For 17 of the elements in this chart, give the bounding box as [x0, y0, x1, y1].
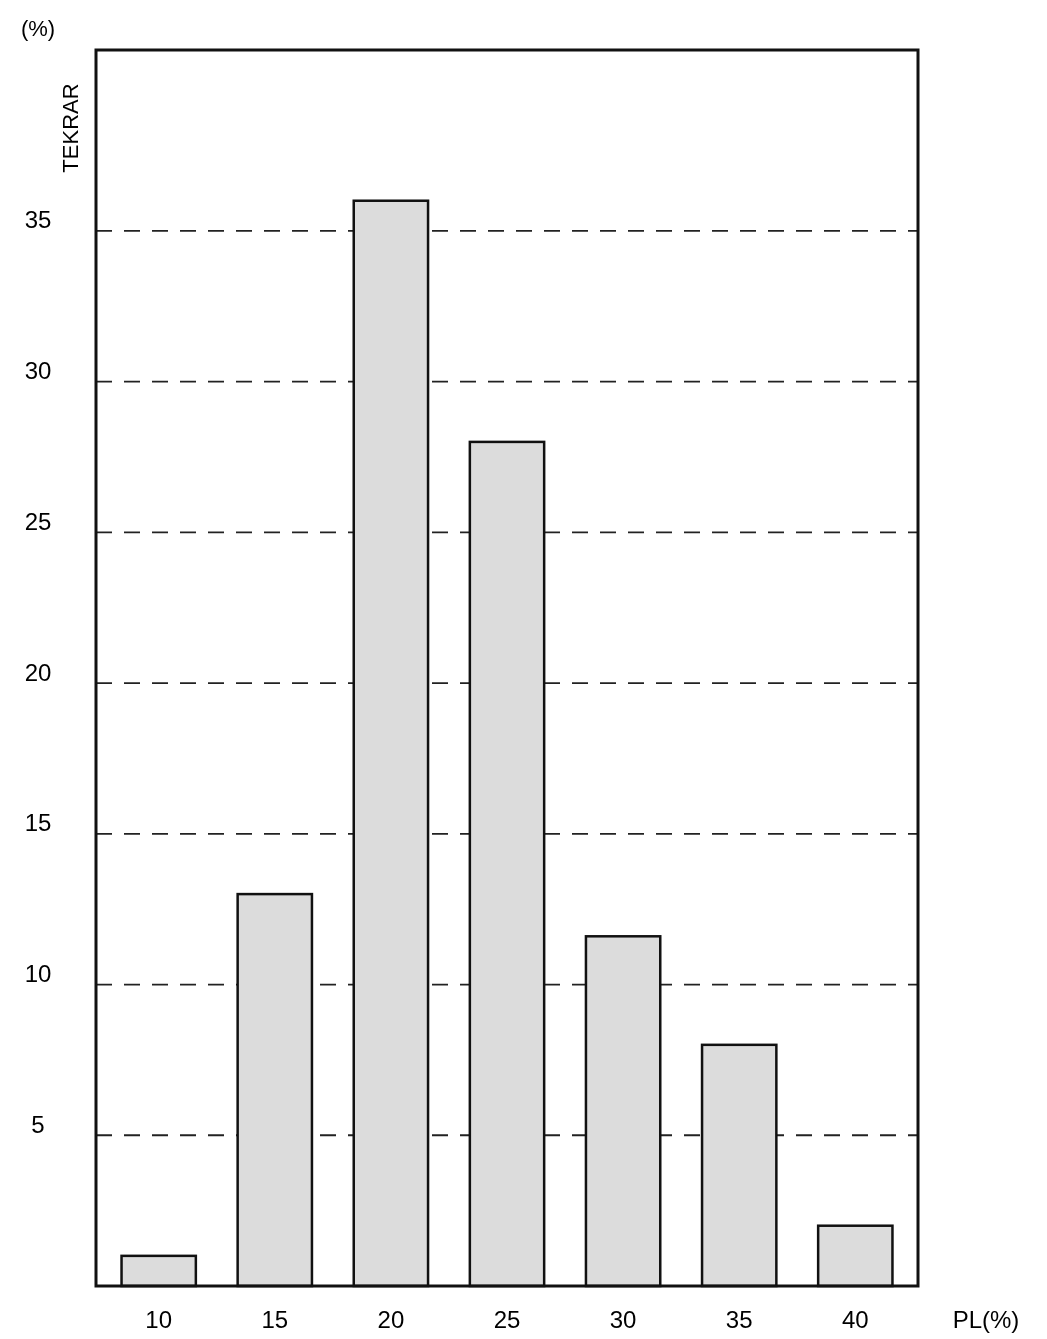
x-tick-label: 40 — [841, 1306, 869, 1333]
y-tick-label: 20 — [24, 658, 52, 686]
y-tick-label: 15 — [24, 809, 52, 837]
x-tick-label: 35 — [725, 1306, 753, 1333]
x-tick-label: 10 — [145, 1306, 173, 1333]
x-tick-label: 25 — [493, 1306, 521, 1333]
y-tick-label: 35 — [24, 206, 52, 234]
x-axis-title: PL(%) — [952, 1306, 1020, 1333]
y-tick-label: 10 — [24, 960, 52, 988]
x-tick-label: 30 — [609, 1306, 637, 1333]
y-axis-title: TEKRAR — [58, 83, 83, 173]
text: (%) — [20, 16, 56, 41]
y-tick-label: 30 — [24, 357, 52, 385]
y-tick-label: 25 — [24, 507, 52, 535]
x-tick-label: 20 — [377, 1306, 405, 1333]
x-tick-label: 15 — [261, 1306, 289, 1333]
y-tick-label: 5 — [31, 1110, 45, 1138]
